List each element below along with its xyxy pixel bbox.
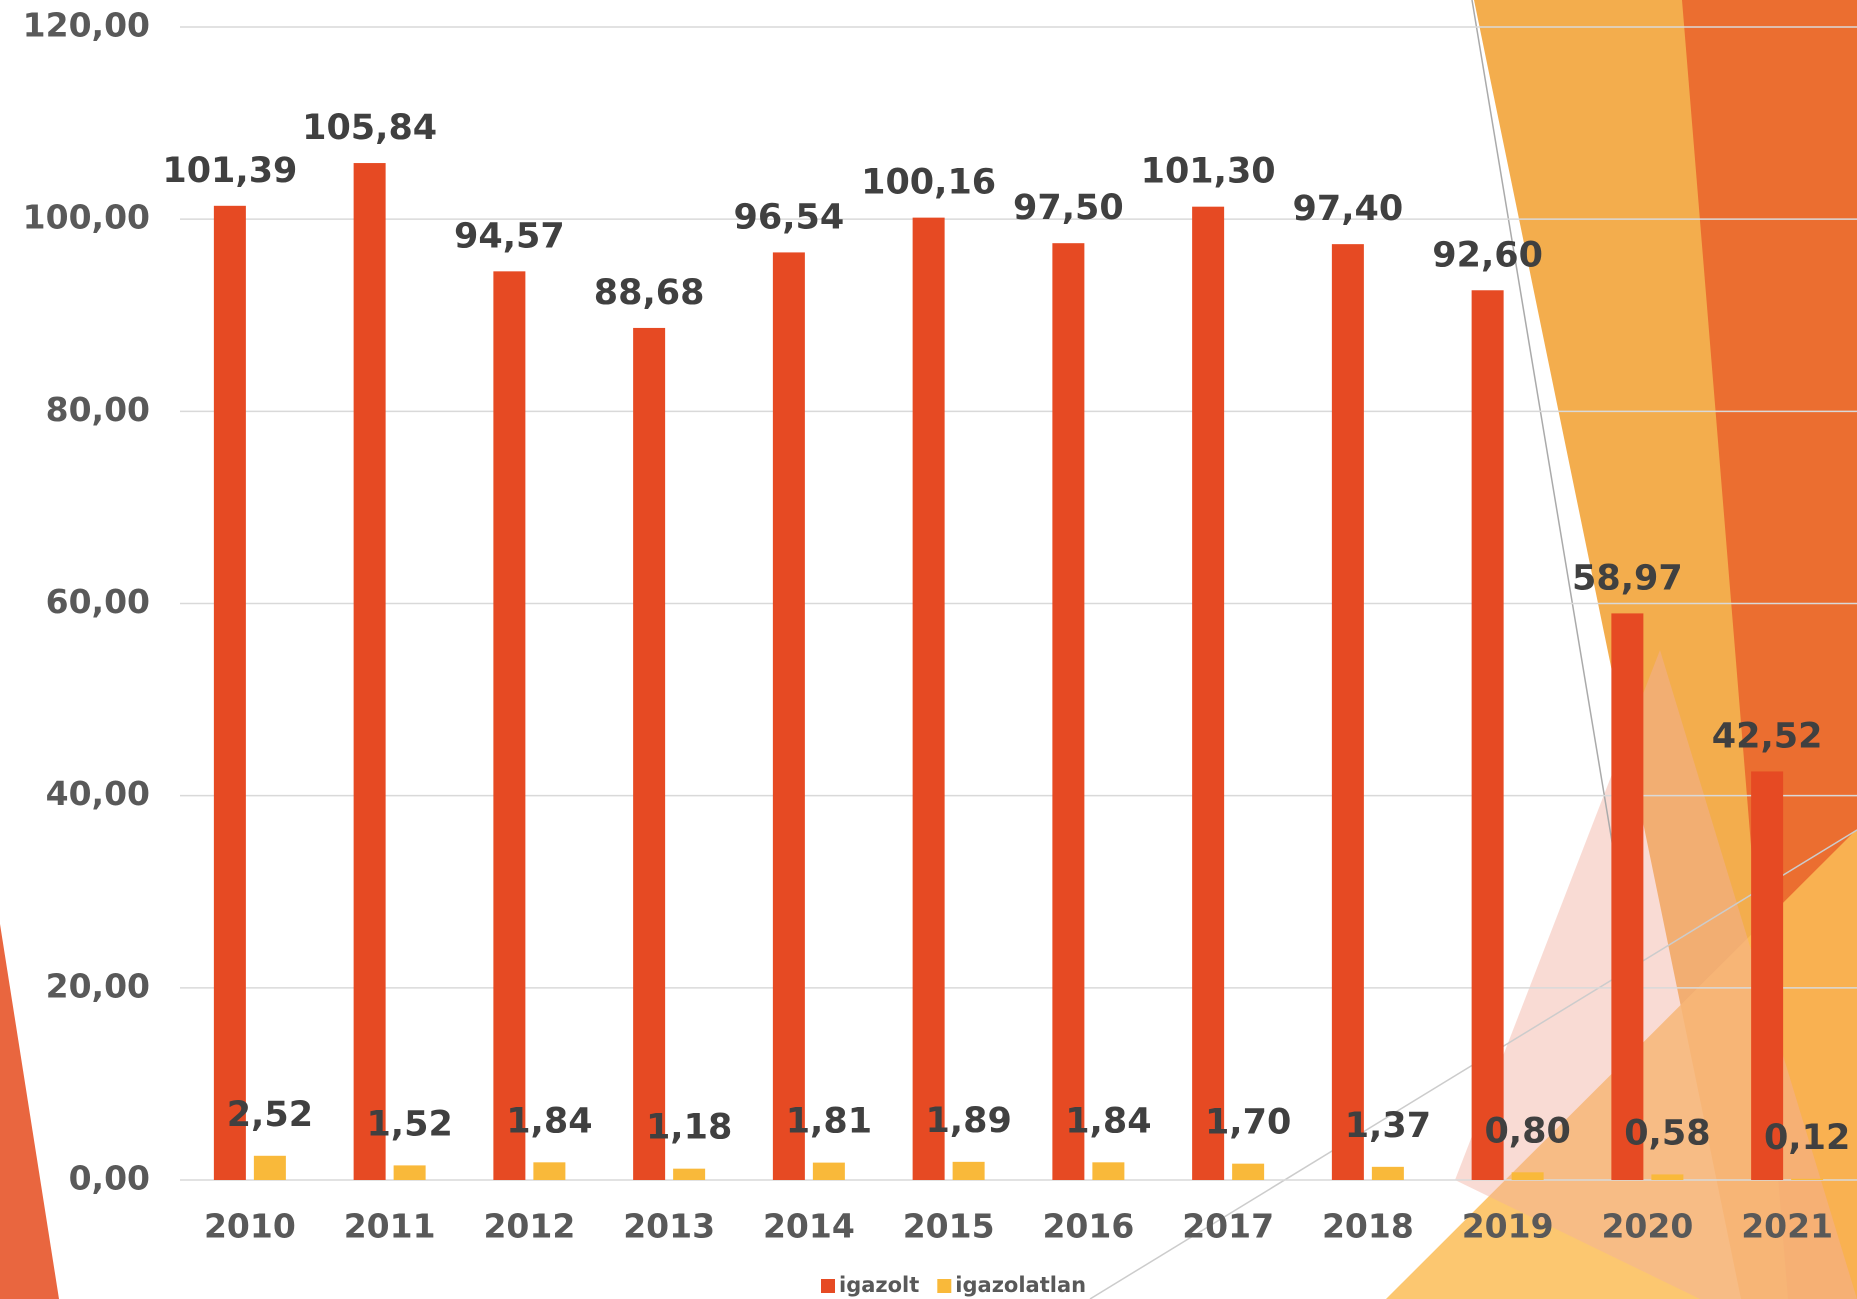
value-label: 92,60	[1432, 235, 1543, 275]
value-label: 101,30	[1141, 152, 1276, 192]
bar	[254, 1156, 286, 1180]
x-tick-label: 2017	[1182, 1207, 1274, 1246]
bar	[354, 163, 386, 1180]
bar	[493, 271, 525, 1180]
value-label: 1,18	[646, 1108, 732, 1148]
bar	[773, 252, 805, 1180]
bar	[633, 328, 665, 1180]
y-tick-label: 80,00	[46, 390, 150, 429]
y-tick-label: 120,00	[23, 6, 150, 45]
x-tick-label: 2020	[1601, 1207, 1693, 1246]
x-tick-label: 2014	[763, 1207, 855, 1246]
legend-swatch	[821, 1279, 835, 1293]
bar	[1472, 290, 1504, 1180]
value-label: 0,12	[1764, 1118, 1850, 1158]
value-label: 1,89	[925, 1101, 1011, 1141]
value-label: 2,52	[227, 1095, 313, 1135]
x-tick-label: 2010	[204, 1207, 296, 1246]
bar	[1052, 243, 1084, 1180]
y-tick-label: 40,00	[46, 774, 150, 813]
x-tick-label: 2018	[1322, 1207, 1414, 1246]
x-tick-label: 2012	[483, 1207, 575, 1246]
bar	[1232, 1164, 1264, 1180]
value-label: 1,37	[1345, 1106, 1431, 1146]
y-tick-label: 60,00	[46, 582, 150, 621]
bar	[913, 218, 945, 1180]
value-label: 0,58	[1624, 1113, 1710, 1153]
chart: 0,00 20,00 40,00 60,00 80,00 100,00 120,00 2010…	[0, 0, 1857, 1299]
y-tick-label: 100,00	[23, 198, 150, 237]
bar	[1332, 244, 1364, 1180]
legend-swatch	[937, 1279, 951, 1293]
value-label: 0,80	[1484, 1111, 1570, 1151]
bar	[1372, 1167, 1404, 1180]
value-label: 1,84	[506, 1101, 592, 1141]
x-tick-label: 2011	[344, 1207, 436, 1246]
bar	[1512, 1172, 1544, 1180]
bar	[533, 1162, 565, 1180]
value-label: 101,39	[162, 151, 297, 191]
value-label: 1,70	[1205, 1103, 1291, 1143]
value-label: 1,84	[1065, 1101, 1151, 1141]
bar	[673, 1169, 705, 1180]
value-label: 97,40	[1293, 189, 1404, 229]
bar	[394, 1165, 426, 1180]
legend-label: igazolatlan	[955, 1273, 1086, 1297]
value-label: 1,81	[786, 1102, 872, 1142]
value-label: 105,84	[302, 108, 437, 148]
x-tick-label: 2021	[1741, 1207, 1833, 1246]
bar	[1192, 207, 1224, 1180]
bar	[813, 1163, 845, 1180]
value-label: 97,50	[1013, 188, 1124, 228]
value-label: 100,16	[861, 163, 996, 203]
y-tick-label: 20,00	[46, 966, 150, 1005]
bar	[1092, 1162, 1124, 1180]
value-label: 88,68	[594, 273, 705, 313]
bar	[1651, 1174, 1683, 1180]
legend-label: igazolt	[839, 1273, 919, 1297]
x-tick-label: 2019	[1462, 1207, 1554, 1246]
value-label: 58,97	[1572, 558, 1683, 598]
bar	[1791, 1179, 1823, 1180]
value-label: 42,52	[1712, 716, 1823, 756]
y-tick-label: 0,00	[69, 1159, 150, 1198]
value-label: 96,54	[734, 197, 845, 237]
bar	[214, 206, 246, 1180]
x-tick-label: 2015	[903, 1207, 995, 1246]
bar	[953, 1162, 985, 1180]
value-label: 94,57	[454, 216, 565, 256]
x-tick-label: 2013	[623, 1207, 715, 1246]
x-tick-label: 2016	[1042, 1207, 1134, 1246]
bar	[1611, 613, 1643, 1180]
value-label: 1,52	[366, 1104, 452, 1144]
